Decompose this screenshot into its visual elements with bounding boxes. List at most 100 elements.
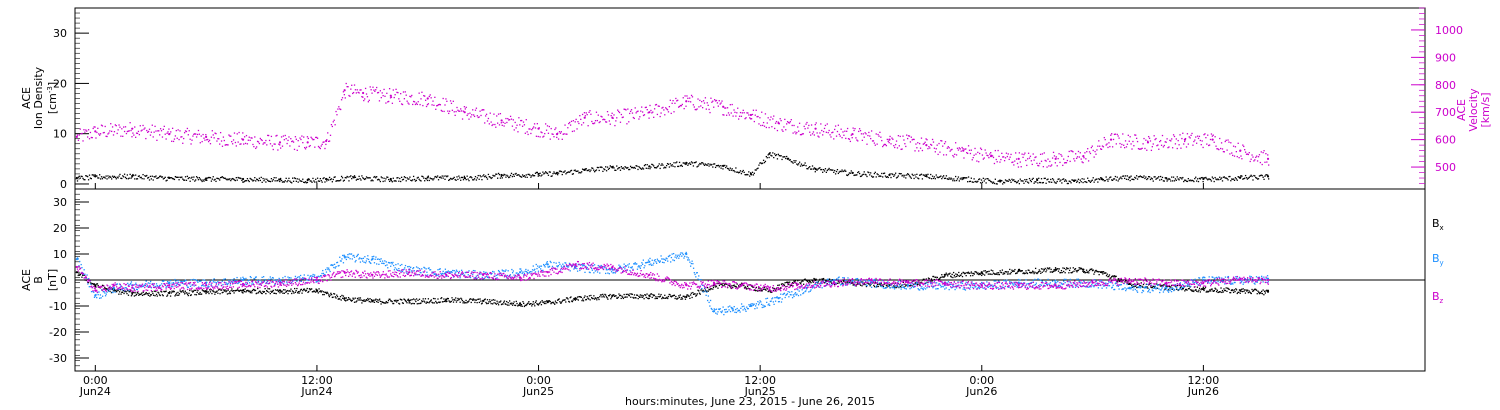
- density-point: [382, 180, 384, 183]
- density-point: [773, 156, 775, 159]
- density-point: [822, 168, 825, 171]
- density-point: [392, 177, 394, 179]
- velocity-point: [453, 111, 455, 113]
- velocity-point: [159, 134, 161, 136]
- velocity-point: [975, 153, 977, 155]
- density-point: [640, 167, 642, 170]
- velocity-point: [662, 106, 664, 109]
- Bx-point: [107, 288, 109, 290]
- velocity-point: [283, 139, 285, 141]
- Bx-anchor-19: [685, 295, 688, 298]
- Bx-point: [606, 297, 608, 299]
- velocity-anchor-30: [1017, 157, 1020, 160]
- density-point: [633, 166, 635, 169]
- Bx-point: [1156, 287, 1159, 289]
- Bx-point: [682, 295, 684, 297]
- density-point: [225, 178, 227, 180]
- Bx-point: [449, 301, 452, 303]
- density-point: [460, 176, 463, 179]
- density-point: [993, 182, 996, 185]
- density-point: [375, 177, 377, 179]
- velocity-point: [615, 120, 617, 122]
- Bx-point: [939, 277, 941, 279]
- velocity-anchor-2: [131, 127, 134, 130]
- density-point: [353, 175, 356, 177]
- velocity-point: [1083, 157, 1085, 159]
- density-point: [702, 163, 705, 165]
- Bx-point: [314, 291, 317, 293]
- velocity-point: [1103, 136, 1105, 139]
- density-point: [1160, 178, 1163, 181]
- Bx-point: [232, 290, 235, 292]
- Bx-point: [1080, 267, 1083, 270]
- density-point: [673, 162, 675, 164]
- By-point: [184, 279, 186, 281]
- Bx-point: [750, 284, 752, 287]
- Bx-point: [1160, 285, 1162, 287]
- Bx-point: [992, 270, 994, 272]
- density-point: [1216, 179, 1218, 181]
- velocity-point: [689, 97, 691, 99]
- Bx-point: [1110, 277, 1112, 279]
- density-point: [80, 175, 82, 177]
- By-point: [327, 268, 329, 271]
- velocity-point: [966, 152, 969, 155]
- Bx-point: [640, 296, 642, 298]
- velocity-point: [310, 136, 312, 138]
- Bx-point: [650, 293, 652, 295]
- density-point: [836, 168, 839, 171]
- density-point: [717, 164, 719, 167]
- Bx-point: [653, 295, 655, 297]
- density-point: [235, 177, 237, 179]
- Bx-point: [1219, 291, 1221, 293]
- Bx-point: [258, 290, 260, 293]
- velocity-point: [468, 118, 470, 120]
- Bx-point: [133, 295, 136, 297]
- velocity-anchor-8: [325, 139, 328, 143]
- velocity-point: [829, 134, 831, 136]
- Bx-anchor-24: [814, 278, 817, 282]
- By-point: [433, 273, 435, 275]
- Bx-point: [763, 288, 765, 291]
- By-point: [346, 256, 348, 258]
- Bx-point: [1089, 268, 1091, 271]
- Bx-point: [1234, 290, 1236, 293]
- velocity-point: [642, 114, 645, 117]
- Bx-point: [707, 290, 710, 292]
- density-point: [121, 177, 123, 180]
- Bx-point: [896, 285, 899, 287]
- velocity-point: [600, 115, 602, 118]
- density-point: [82, 177, 84, 180]
- Bx-point: [234, 290, 236, 292]
- velocity-point: [1073, 158, 1075, 160]
- Bx-point: [123, 292, 125, 295]
- Bx-point: [989, 273, 991, 275]
- velocity-point: [979, 147, 982, 149]
- velocity-point: [545, 123, 547, 125]
- By-point: [189, 285, 192, 287]
- density-point: [212, 176, 214, 178]
- velocity-point: [1123, 144, 1125, 146]
- Bx-point: [260, 291, 262, 293]
- Bx-point: [1092, 269, 1094, 271]
- By-point: [123, 287, 125, 289]
- Bx-point: [1259, 291, 1261, 294]
- velocity-point: [125, 132, 128, 135]
- By-point: [436, 274, 438, 276]
- velocity-point: [942, 154, 945, 156]
- density-point: [840, 170, 842, 173]
- velocity-point: [786, 120, 789, 123]
- Bx-point: [387, 301, 389, 304]
- velocity-point: [632, 116, 635, 119]
- Bx-point: [1001, 269, 1004, 271]
- velocity-point: [800, 133, 803, 136]
- Bx-point: [879, 284, 882, 286]
- density-point: [849, 172, 852, 174]
- By-point: [312, 273, 314, 276]
- Bx-point: [1045, 271, 1047, 273]
- velocity-point: [1140, 148, 1142, 150]
- density-point: [193, 176, 195, 178]
- density-point: [693, 162, 695, 164]
- Bx-point: [1051, 271, 1054, 273]
- density-point: [801, 165, 804, 167]
